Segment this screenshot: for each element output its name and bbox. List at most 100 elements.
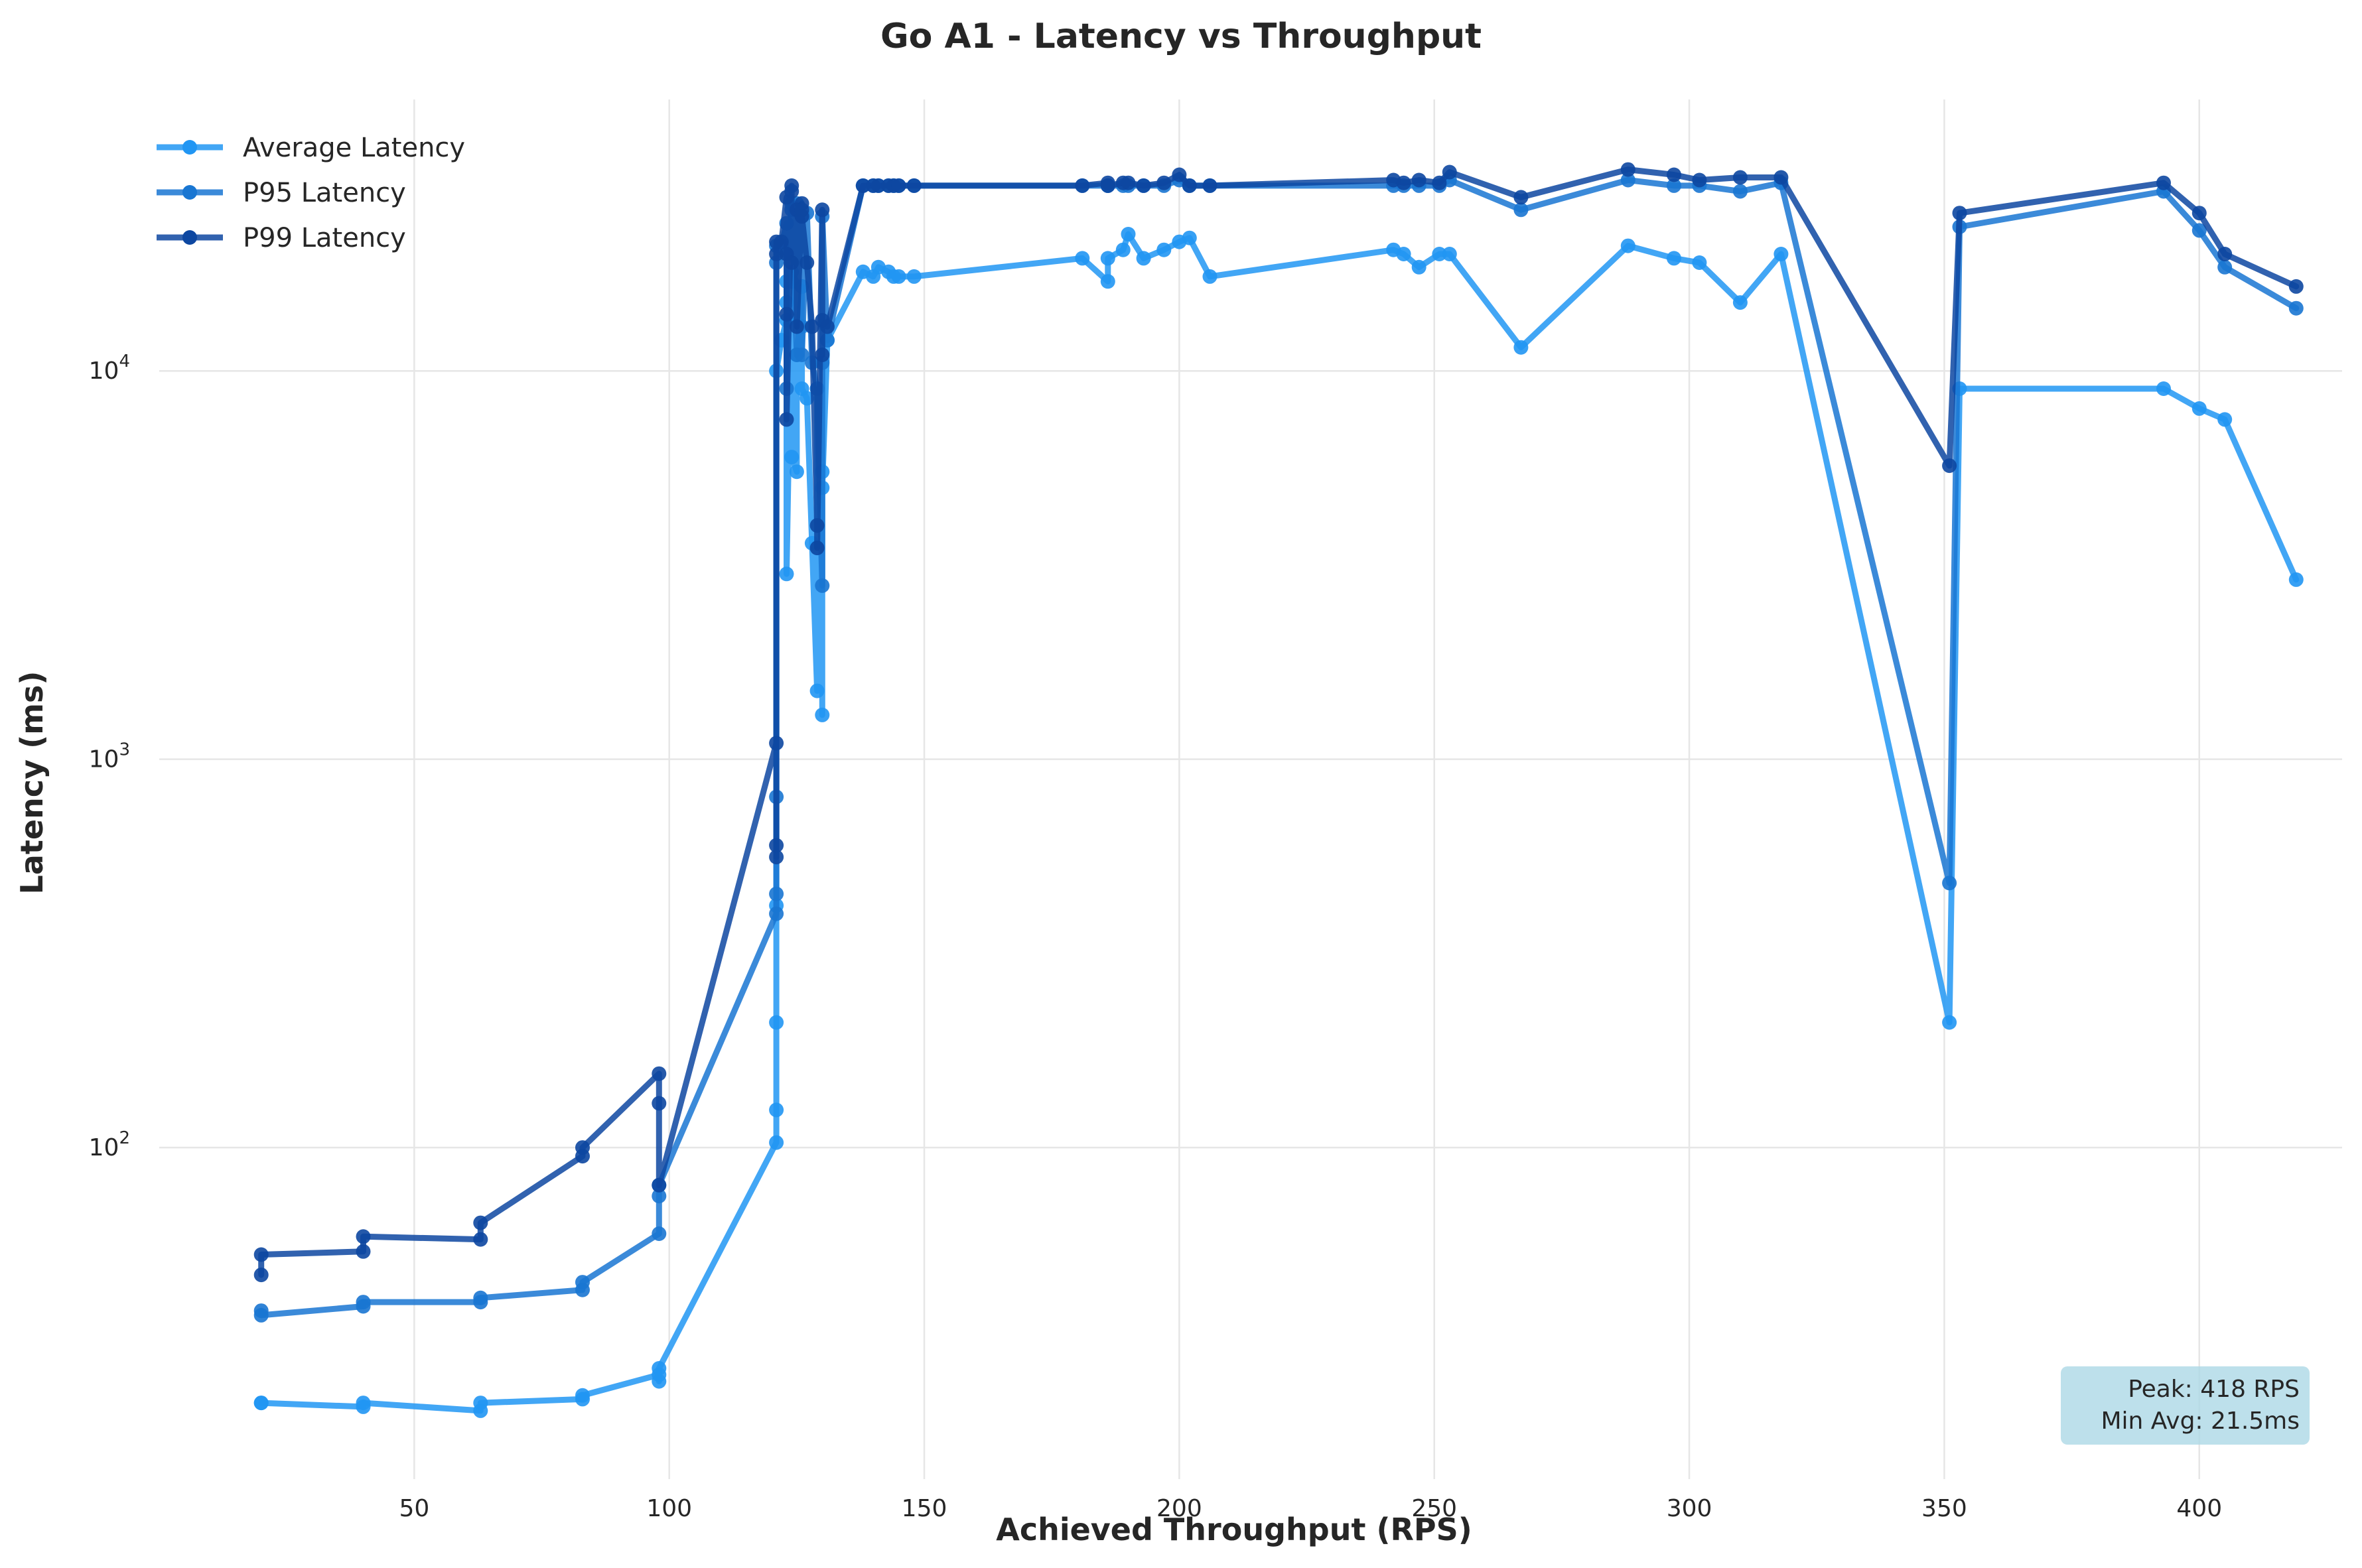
x-tick-label: 300: [1667, 1495, 1712, 1522]
y-tick-base: 10: [89, 358, 119, 385]
data-point: [789, 464, 804, 480]
peak-annotation: Peak: 418 RPS Min Avg: 21.5ms: [2061, 1366, 2310, 1445]
annotation-peak-text: Peak: 418 RPS: [2128, 1376, 2300, 1403]
data-point: [356, 1396, 371, 1411]
data-point: [1620, 172, 1635, 188]
data-point: [799, 391, 815, 406]
data-point: [2191, 401, 2207, 416]
data-point: [253, 1396, 269, 1411]
annotation-box: [2061, 1366, 2310, 1445]
data-point: [769, 1135, 784, 1150]
data-point: [815, 348, 830, 362]
data-point: [1075, 251, 1090, 266]
data-point: [473, 1215, 488, 1230]
data-point: [1115, 242, 1131, 257]
data-point: [1620, 162, 1635, 177]
data-point: [774, 234, 789, 249]
data-point: [769, 886, 784, 901]
data-point: [906, 178, 922, 193]
data-point: [906, 269, 922, 284]
data-point: [2288, 300, 2304, 316]
chart-title: Go A1 - Latency vs Throughput: [880, 17, 1482, 56]
data-point: [1100, 251, 1115, 266]
data-point: [2217, 259, 2233, 275]
y-tick-exponent: 3: [119, 740, 130, 760]
data-point: [779, 412, 794, 427]
data-point: [1432, 175, 1447, 190]
x-tick-label: 200: [1156, 1495, 1202, 1522]
series-p99-latency: [253, 162, 2304, 1283]
data-point: [652, 1374, 667, 1389]
data-point: [1432, 247, 1447, 261]
data-point: [815, 707, 830, 722]
data-point: [652, 1096, 667, 1111]
legend-entry: P95 Latency: [157, 178, 406, 208]
y-axis-label: Latency (ms): [14, 671, 50, 895]
data-point: [1075, 178, 1090, 193]
data-point: [1667, 167, 1681, 182]
data-point: [769, 247, 784, 261]
x-tick-label: 150: [902, 1495, 947, 1522]
data-point: [652, 1177, 667, 1193]
data-point: [1667, 178, 1681, 193]
data-point: [789, 319, 804, 334]
data-point: [1513, 190, 1529, 205]
data-point: [1732, 295, 1748, 310]
data-point: [652, 1066, 667, 1081]
data-point: [1396, 247, 1411, 261]
data-point: [652, 1226, 667, 1241]
data-point: [356, 1229, 371, 1244]
legend-label: P95 Latency: [243, 178, 406, 208]
data-point: [1692, 255, 1707, 270]
data-point: [1942, 876, 1957, 891]
grid-lines: [159, 99, 2342, 1479]
data-point: [1396, 175, 1411, 190]
data-point: [891, 269, 906, 284]
data-point: [1942, 458, 1957, 474]
data-point: [473, 1396, 488, 1411]
data-point: [870, 178, 886, 193]
y-tick-label: 104: [89, 352, 130, 385]
data-point: [253, 1247, 269, 1262]
data-point: [769, 906, 784, 921]
y-tick-base: 10: [89, 746, 119, 773]
data-point: [1732, 184, 1748, 199]
data-point: [1513, 340, 1529, 355]
data-point: [2156, 381, 2171, 396]
data-point: [1942, 1015, 1957, 1030]
data-point: [2288, 572, 2304, 587]
data-point: [815, 578, 830, 593]
y-tick-label: 102: [89, 1128, 130, 1161]
data-point: [1182, 230, 1197, 245]
data-point: [1202, 178, 1217, 193]
data-point: [784, 450, 799, 465]
data-point: [1773, 247, 1789, 261]
legend-entry: P99 Latency: [157, 223, 406, 253]
data-point: [2191, 223, 2207, 238]
data-point: [1692, 172, 1707, 188]
data-point: [809, 541, 825, 556]
data-point: [809, 683, 825, 698]
data-point: [1156, 242, 1172, 257]
data-point: [855, 178, 870, 193]
legend-swatch-marker: [182, 185, 197, 200]
data-point: [1156, 175, 1172, 190]
data-point: [1513, 202, 1529, 218]
data-point: [473, 1232, 488, 1247]
data-point: [1136, 251, 1151, 266]
data-point: [2217, 412, 2233, 427]
x-tick-label: 350: [1921, 1495, 1967, 1522]
data-point: [1202, 269, 1217, 284]
data-point: [1732, 170, 1748, 185]
data-point: [1121, 227, 1136, 241]
data-point: [575, 1140, 590, 1155]
data-point: [253, 1307, 269, 1323]
x-tick-label: 250: [1411, 1495, 1457, 1522]
data-point: [809, 518, 825, 533]
legend-swatch-marker: [182, 140, 197, 155]
x-tick-label: 50: [399, 1495, 429, 1522]
data-point: [820, 319, 835, 334]
